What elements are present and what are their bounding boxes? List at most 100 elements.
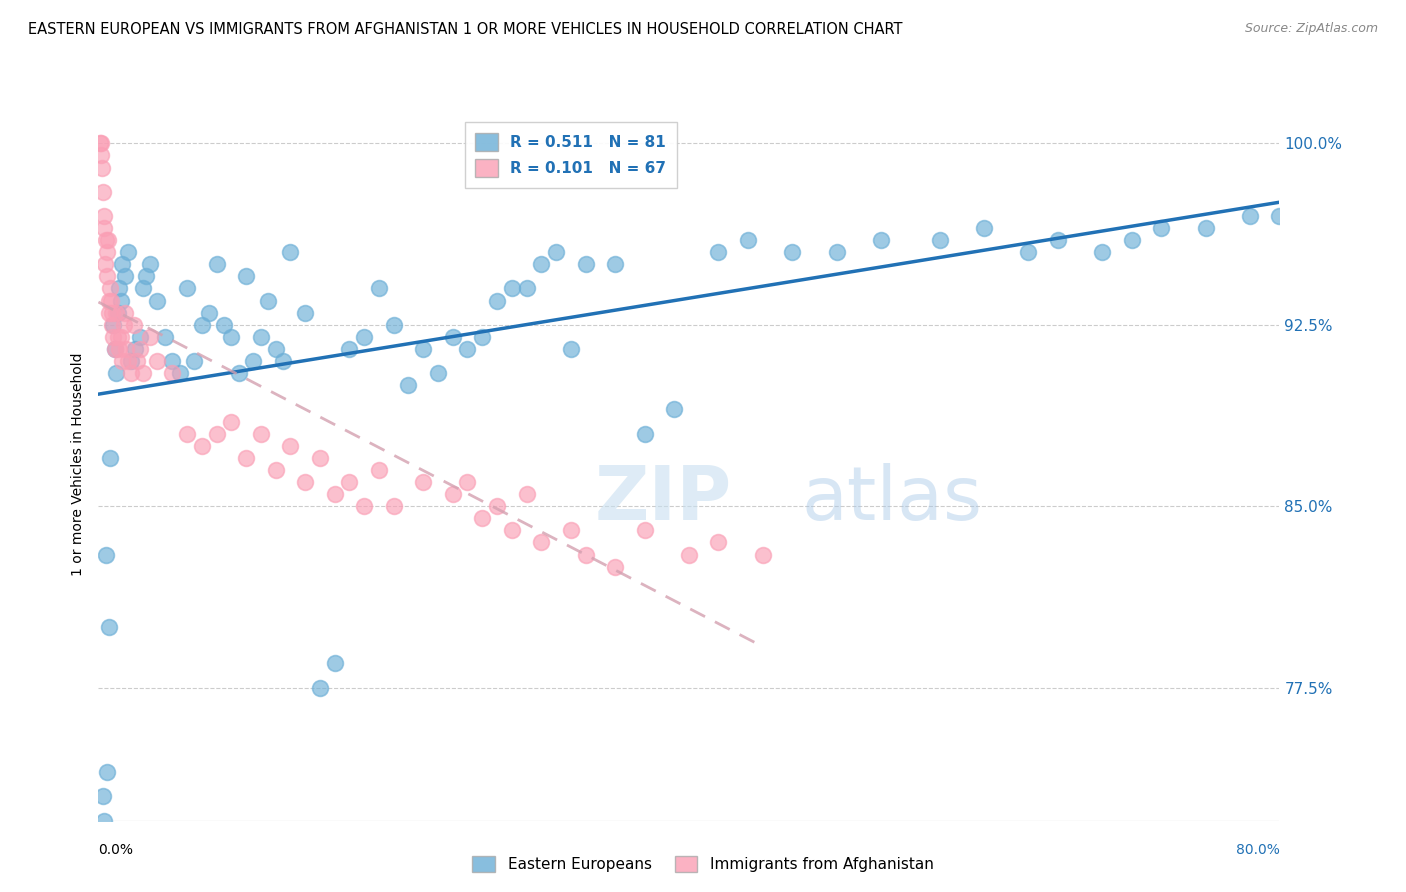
Point — [441, 330, 464, 344]
Point — [198, 306, 221, 320]
Point — [294, 475, 316, 489]
Point — [153, 330, 176, 344]
Point — [176, 281, 198, 295]
Point — [205, 257, 228, 271]
Point — [633, 426, 655, 441]
Point — [1268, 209, 1291, 223]
Point — [115, 342, 138, 356]
Point — [191, 318, 214, 332]
Point — [98, 306, 121, 320]
Point — [93, 814, 115, 828]
Point — [264, 342, 287, 356]
Point — [96, 245, 118, 260]
Point — [323, 487, 346, 501]
Point — [101, 306, 124, 320]
Point — [132, 281, 155, 295]
Point — [486, 293, 509, 308]
Point — [205, 426, 228, 441]
Point — [574, 257, 596, 271]
Point — [278, 439, 302, 453]
Point — [120, 354, 142, 368]
Point — [104, 342, 127, 356]
Point — [212, 318, 235, 332]
Point — [98, 281, 121, 295]
Point — [90, 136, 112, 151]
Text: EASTERN EUROPEAN VS IMMIGRANTS FROM AFGHANISTAN 1 OR MORE VEHICLES IN HOUSEHOLD : EASTERN EUROPEAN VS IMMIGRANTS FROM AFGH… — [28, 22, 903, 37]
Point — [257, 293, 280, 308]
Point — [114, 269, 136, 284]
Point — [309, 681, 332, 695]
Point — [678, 548, 700, 562]
Point — [97, 620, 120, 634]
Point — [250, 330, 273, 344]
Point — [530, 535, 553, 549]
Point — [107, 306, 129, 320]
Point — [707, 535, 730, 549]
Point — [108, 281, 131, 295]
Point — [1121, 233, 1143, 247]
Point — [97, 293, 120, 308]
Point — [221, 415, 243, 429]
Text: ZIP: ZIP — [595, 463, 731, 536]
Point — [294, 306, 316, 320]
Point — [560, 524, 582, 538]
Point — [135, 269, 157, 284]
Point — [546, 245, 568, 260]
Point — [162, 366, 183, 380]
Point — [91, 161, 114, 175]
Point — [412, 475, 434, 489]
Point — [96, 269, 118, 284]
Point — [162, 354, 183, 368]
Point — [471, 330, 494, 344]
Y-axis label: 1 or more Vehicles in Household: 1 or more Vehicles in Household — [72, 352, 86, 575]
Point — [125, 354, 148, 368]
Point — [228, 366, 250, 380]
Point — [103, 330, 125, 344]
Point — [139, 330, 162, 344]
Point — [117, 354, 139, 368]
Point — [471, 511, 494, 525]
Point — [382, 499, 405, 513]
Point — [368, 463, 391, 477]
Point — [90, 148, 112, 162]
Point — [264, 463, 287, 477]
Point — [120, 366, 142, 380]
Point — [323, 657, 346, 671]
Point — [146, 293, 169, 308]
Point — [1298, 209, 1320, 223]
Point — [94, 233, 117, 247]
Point — [108, 342, 131, 356]
Legend: R = 0.511   N = 81, R = 0.101   N = 67: R = 0.511 N = 81, R = 0.101 N = 67 — [464, 122, 678, 188]
Point — [128, 330, 150, 344]
Point — [1017, 245, 1039, 260]
Point — [112, 318, 135, 332]
Point — [353, 330, 375, 344]
Point — [1150, 221, 1173, 235]
Point — [516, 281, 538, 295]
Point — [91, 789, 114, 804]
Point — [1386, 185, 1406, 199]
Point — [516, 487, 538, 501]
Point — [664, 402, 686, 417]
Point — [486, 499, 509, 513]
Point — [1341, 196, 1364, 211]
Point — [530, 257, 553, 271]
Point — [132, 366, 155, 380]
Point — [100, 293, 122, 308]
Point — [633, 524, 655, 538]
Point — [869, 233, 891, 247]
Point — [456, 342, 478, 356]
Point — [501, 281, 523, 295]
Text: 0.0%: 0.0% — [98, 843, 134, 857]
Legend: Eastern Europeans, Immigrants from Afghanistan: Eastern Europeans, Immigrants from Afgha… — [465, 848, 941, 880]
Point — [176, 426, 198, 441]
Point — [139, 257, 162, 271]
Point — [97, 233, 120, 247]
Point — [271, 354, 294, 368]
Point — [89, 136, 111, 151]
Point — [973, 221, 995, 235]
Point — [103, 318, 125, 332]
Point — [100, 318, 122, 332]
Point — [96, 765, 118, 780]
Point — [353, 499, 375, 513]
